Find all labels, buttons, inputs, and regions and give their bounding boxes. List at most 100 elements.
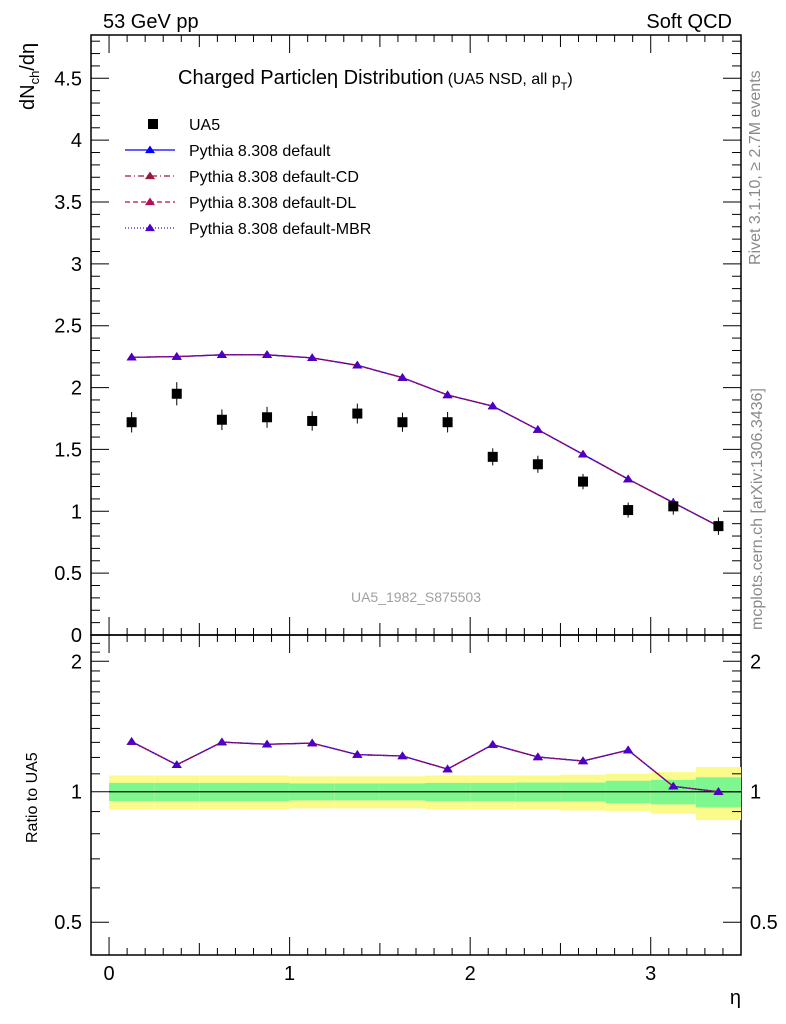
y-tick-label: 3.5 — [54, 192, 82, 214]
ratio-series-point — [487, 740, 498, 748]
series-point — [442, 390, 453, 399]
chart-title-sub: (UA5 NSD, all p — [448, 71, 561, 88]
series-point — [126, 352, 137, 361]
legend-label: Pythia 8.308 default-CD — [189, 169, 359, 186]
ratio-series-point — [397, 751, 408, 760]
series-point — [307, 353, 318, 362]
ratio-series-point — [352, 750, 363, 758]
chart-title-sub-index: T — [561, 81, 568, 93]
mcplots-label: mcplots.cern.ch [arXiv:1306.3436] — [749, 388, 766, 630]
ratio-y-axis-label: Ratio to UA5 — [24, 752, 41, 843]
series-point — [623, 474, 634, 483]
y-tick-label: 1.5 — [54, 439, 82, 461]
ratio-series-point — [578, 756, 589, 765]
x-tick-label: 1 — [284, 963, 295, 985]
y-tick-label: 3 — [71, 254, 82, 276]
x-tick-label: 0 — [103, 963, 114, 985]
y-tick-label: 0.5 — [54, 563, 82, 585]
ratio-bands — [109, 767, 741, 821]
ratio-x-ticks: 0 1 2 3 — [103, 635, 724, 985]
x-tick-label: 2 — [465, 963, 476, 985]
y-tick-label: 2 — [71, 378, 82, 400]
chart-title: Charged Particleη Distribution (UA5 NSD, … — [178, 67, 573, 93]
series-line — [131, 354, 719, 527]
ratio-tick-label-right: 0.5 — [750, 912, 778, 934]
x-axis-label: η — [730, 987, 741, 1009]
main-data-points — [126, 388, 724, 532]
ratio-series-point — [262, 739, 273, 748]
series-line — [131, 354, 719, 527]
header-left: 53 GeV pp — [103, 11, 199, 33]
series-point — [532, 425, 543, 433]
ratio-series-point — [668, 781, 679, 790]
data-point — [713, 521, 724, 532]
y-axis-label-main: dN — [17, 84, 39, 110]
main-series-lines — [126, 350, 724, 530]
data-point — [578, 476, 589, 487]
legend: UA5 Pythia 8.308 default Pythia 8.308 defa… — [125, 117, 371, 238]
main-y-ticks: 0 0.5 1 1.5 2 2.5 3 3.5 4 4.5 — [54, 40, 741, 647]
series-line — [131, 354, 719, 527]
legend-marker — [145, 171, 155, 180]
ratio-tick-label-right: 2 — [750, 651, 761, 673]
chart-title-sub-end: ) — [567, 71, 572, 88]
y-tick-label: 4 — [71, 130, 82, 152]
data-point — [397, 417, 408, 428]
data-point — [668, 501, 679, 512]
y-tick-label: 4.5 — [54, 68, 82, 90]
series-line — [131, 354, 719, 527]
ratio-series-point — [532, 752, 543, 761]
y-tick-label: 2.5 — [54, 316, 82, 338]
ratio-series-point — [126, 737, 137, 745]
ratio-tick-label-left: 0.5 — [54, 912, 82, 934]
legend-label: UA5 — [189, 117, 220, 134]
ratio-series-point — [442, 764, 453, 773]
ratio-series-point — [307, 738, 318, 747]
ratio-series-lines — [126, 737, 724, 795]
data-point — [171, 388, 182, 399]
ratio-series-point — [216, 737, 227, 746]
y-axis-label-sub: ch — [27, 71, 42, 85]
main-panel: 0 0.5 1 1.5 2 2.5 3 3.5 4 4.5 UA5_1982_S875503 Ch… — [17, 34, 742, 647]
y-tick-label: 0 — [71, 625, 82, 647]
y-axis-label: dNch/dη — [17, 43, 42, 110]
data-point — [352, 408, 363, 419]
main-x-ticks — [108, 35, 724, 635]
chart-title-main: Charged Particleη Distribution — [178, 67, 444, 89]
ratio-tick-label-left: 2 — [71, 651, 82, 673]
data-point — [532, 459, 543, 470]
data-point — [623, 505, 634, 516]
x-tick-label: 3 — [645, 963, 656, 985]
legend-marker — [145, 145, 155, 154]
ratio-y-ticks: 0.5 0.5 1 1 2 2 — [54, 642, 778, 934]
data-point — [442, 417, 453, 428]
legend-label: Pythia 8.308 default-MBR — [189, 221, 371, 238]
series-point — [216, 350, 227, 358]
ratio-series-point — [623, 745, 634, 754]
ratio-series-point — [713, 787, 724, 795]
series-point — [578, 449, 589, 458]
data-point — [487, 451, 498, 462]
series-point — [352, 360, 363, 369]
legend-marker-data — [148, 119, 158, 129]
y-axis-label-end: /dη — [17, 43, 39, 71]
legend-marker — [145, 223, 155, 232]
legend-marker — [145, 197, 155, 206]
y-tick-label: 1 — [71, 501, 82, 523]
data-point — [262, 412, 273, 423]
ratio-series-point — [171, 760, 182, 768]
series-point — [487, 401, 498, 410]
rivet-version-label: Rivet 3.1.10, ≥ 2.7M events — [747, 70, 764, 265]
data-point — [126, 417, 137, 428]
ratio-tick-label-right: 1 — [750, 782, 761, 804]
legend-label: Pythia 8.308 default-DL — [189, 195, 356, 212]
data-point — [307, 415, 318, 426]
analysis-id-label: UA5_1982_S875503 — [351, 589, 481, 605]
ratio-tick-label-left: 1 — [71, 782, 82, 804]
legend-label: Pythia 8.308 default — [189, 143, 331, 160]
series-point — [171, 352, 182, 360]
header-right: Soft QCD — [646, 11, 732, 33]
series-point — [262, 350, 273, 358]
series-point — [397, 373, 408, 381]
